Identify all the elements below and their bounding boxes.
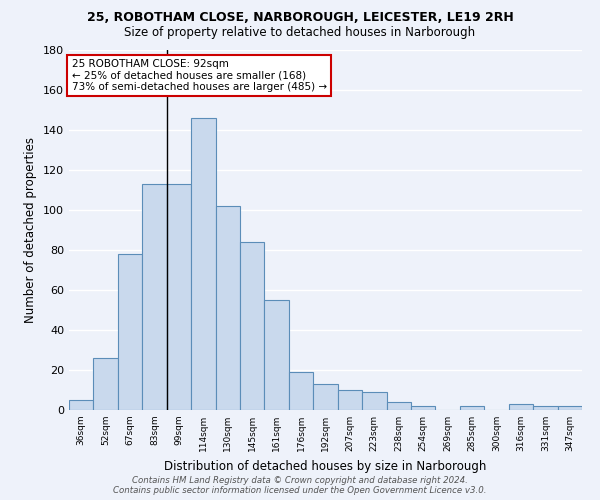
Bar: [362, 392, 386, 410]
Bar: [167, 184, 191, 410]
Text: Contains HM Land Registry data © Crown copyright and database right 2024.
Contai: Contains HM Land Registry data © Crown c…: [113, 476, 487, 495]
Y-axis label: Number of detached properties: Number of detached properties: [25, 137, 37, 323]
Bar: [289, 372, 313, 410]
Bar: [94, 358, 118, 410]
Text: 25 ROBOTHAM CLOSE: 92sqm
← 25% of detached houses are smaller (168)
73% of semi-: 25 ROBOTHAM CLOSE: 92sqm ← 25% of detach…: [71, 59, 326, 92]
Bar: [118, 254, 142, 410]
Bar: [313, 384, 338, 410]
Text: 25, ROBOTHAM CLOSE, NARBOROUGH, LEICESTER, LE19 2RH: 25, ROBOTHAM CLOSE, NARBOROUGH, LEICESTE…: [86, 11, 514, 24]
Bar: [215, 206, 240, 410]
Bar: [509, 404, 533, 410]
Bar: [191, 118, 215, 410]
Bar: [411, 406, 436, 410]
Bar: [460, 406, 484, 410]
Bar: [240, 242, 265, 410]
Bar: [69, 400, 94, 410]
Bar: [142, 184, 167, 410]
Bar: [557, 406, 582, 410]
Bar: [265, 300, 289, 410]
X-axis label: Distribution of detached houses by size in Narborough: Distribution of detached houses by size …: [164, 460, 487, 472]
Bar: [386, 402, 411, 410]
Bar: [533, 406, 557, 410]
Bar: [338, 390, 362, 410]
Text: Size of property relative to detached houses in Narborough: Size of property relative to detached ho…: [124, 26, 476, 39]
